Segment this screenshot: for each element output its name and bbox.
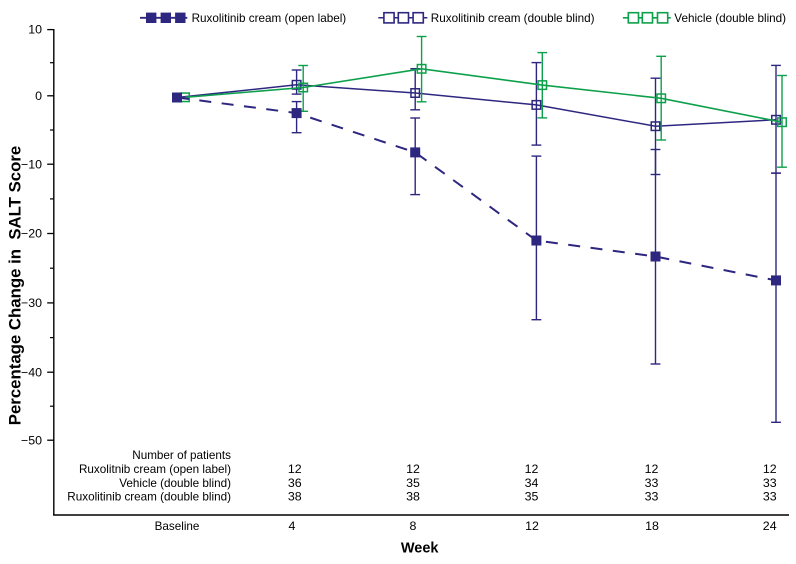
svg-text:33: 33 bbox=[645, 489, 659, 503]
svg-text:24: 24 bbox=[763, 519, 777, 533]
svg-text:Week: Week bbox=[401, 540, 440, 556]
svg-text:Ruxolitinib cream (double blin: Ruxolitinib cream (double blind) bbox=[431, 12, 595, 25]
svg-text:18: 18 bbox=[645, 519, 659, 533]
svg-text:33: 33 bbox=[645, 476, 659, 490]
svg-text:−40: −40 bbox=[21, 365, 42, 379]
svg-text:33: 33 bbox=[763, 476, 777, 490]
svg-text:38: 38 bbox=[406, 489, 420, 503]
svg-text:12: 12 bbox=[288, 462, 302, 476]
svg-text:36: 36 bbox=[288, 476, 302, 490]
svg-text:12: 12 bbox=[763, 462, 777, 476]
svg-text:Ruxolitnib cream (open label): Ruxolitnib cream (open label) bbox=[79, 463, 231, 476]
svg-text:33: 33 bbox=[763, 489, 777, 503]
svg-text:Ruxolitinib cream (open label): Ruxolitinib cream (open label) bbox=[192, 12, 347, 25]
svg-text:12: 12 bbox=[525, 519, 539, 533]
svg-text:−10: −10 bbox=[21, 157, 42, 171]
svg-text:−20: −20 bbox=[21, 227, 42, 241]
svg-text:−30: −30 bbox=[21, 296, 42, 310]
svg-text:−50: −50 bbox=[21, 433, 42, 447]
svg-text:34: 34 bbox=[525, 476, 539, 490]
svg-text:12: 12 bbox=[645, 462, 659, 476]
svg-text:Vehicle (double blind): Vehicle (double blind) bbox=[674, 12, 786, 25]
svg-text:35: 35 bbox=[406, 476, 420, 490]
svg-text:4: 4 bbox=[289, 519, 296, 533]
svg-text:12: 12 bbox=[525, 462, 539, 476]
svg-text:12: 12 bbox=[406, 462, 420, 476]
svg-text:Number of patients: Number of patients bbox=[132, 449, 231, 462]
svg-text:0: 0 bbox=[35, 89, 42, 103]
svg-text:35: 35 bbox=[525, 489, 539, 503]
svg-text:Vehicle (double blind): Vehicle (double blind) bbox=[119, 477, 231, 490]
svg-text:10: 10 bbox=[28, 23, 42, 37]
svg-text:Ruxolitinib cream (double blin: Ruxolitinib cream (double blind) bbox=[67, 490, 231, 503]
svg-text:Percentage Change in SALT Sco: Percentage Change in SALT Score bbox=[6, 146, 25, 425]
svg-text:38: 38 bbox=[288, 489, 302, 503]
svg-text:Baseline: Baseline bbox=[155, 520, 200, 533]
svg-text:8: 8 bbox=[410, 519, 417, 533]
